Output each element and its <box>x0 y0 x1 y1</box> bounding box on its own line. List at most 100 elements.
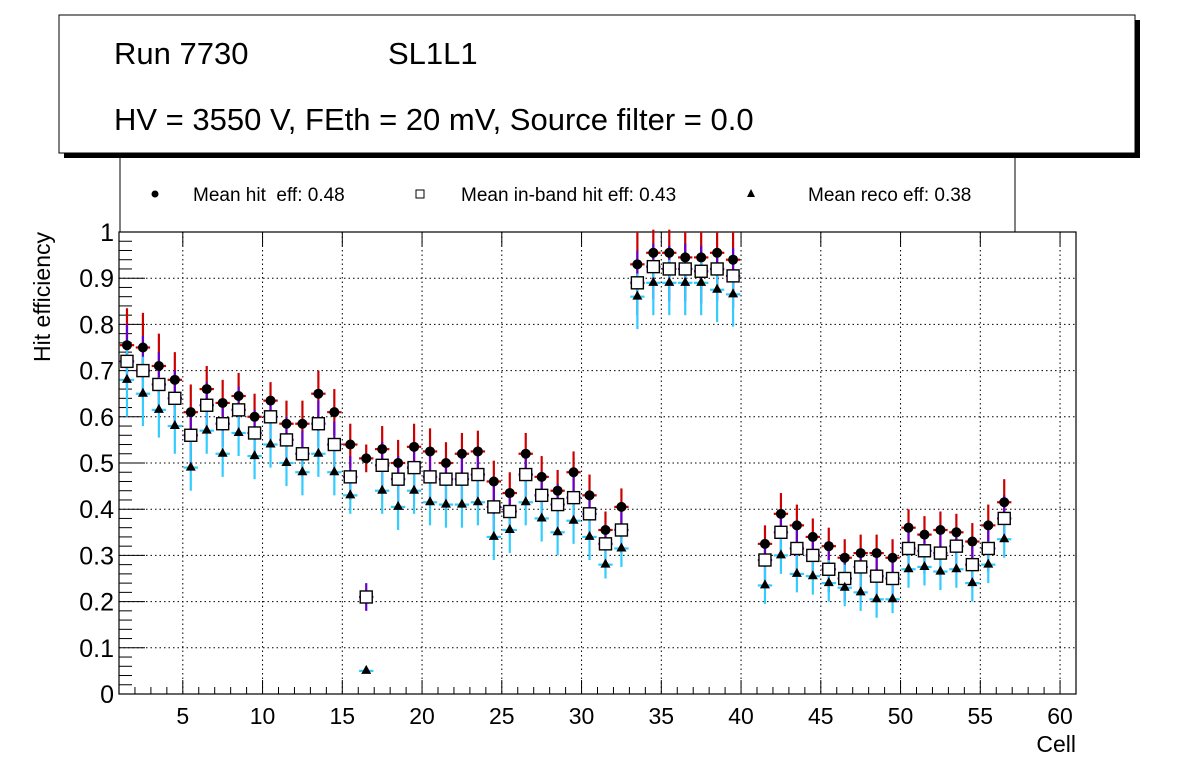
title-conditions: HV = 3550 V, FEth = 20 mV, Source filter… <box>114 102 754 137</box>
data-point-inband <box>885 571 900 586</box>
data-point-hit <box>345 439 356 450</box>
data-point-reco <box>807 570 818 580</box>
data-point-reco <box>696 276 707 286</box>
data-point-hit <box>361 453 372 464</box>
data-point-hit <box>121 340 132 351</box>
data-point-inband <box>487 500 501 514</box>
data-point-inband <box>614 523 629 537</box>
y-tick-label: 0.4 <box>79 496 114 524</box>
x-tick-label: 55 <box>968 703 994 729</box>
data-point-inband <box>200 398 214 412</box>
data-point-hit <box>648 247 659 258</box>
data-point-reco <box>169 420 180 430</box>
data-point-hit <box>201 384 212 395</box>
data-point-hit <box>233 391 244 402</box>
data-point-reco <box>568 514 579 524</box>
data-point-reco <box>664 276 675 286</box>
data-point-hit <box>488 476 499 487</box>
data-point-inband <box>215 417 230 431</box>
data-point-reco <box>137 387 148 397</box>
data-point-inband <box>184 428 198 442</box>
data-point-hit <box>823 541 834 552</box>
data-point-hit <box>967 536 978 547</box>
data-point-reco <box>887 593 898 603</box>
legend-label-reco: Mean reco eff: 0.38 <box>808 185 971 206</box>
data-point-hit <box>329 407 340 418</box>
data-point-reco <box>329 466 340 476</box>
data-point-inband <box>327 437 342 452</box>
data-point-inband <box>295 447 310 461</box>
data-point-reco <box>871 593 882 603</box>
legend-label-inband: Mean in-band hit eff: 0.43 <box>461 185 676 206</box>
title-box <box>58 14 1136 154</box>
data-point-reco <box>488 530 499 540</box>
data-point-inband <box>981 541 995 556</box>
data-point-inband <box>263 410 278 424</box>
data-point-reco <box>201 424 212 434</box>
data-point-inband <box>774 525 788 539</box>
data-point-hit <box>536 471 547 482</box>
data-point-hit <box>632 259 643 270</box>
data-point-inband <box>168 391 182 406</box>
data-point-hit <box>759 538 770 549</box>
data-point-hit <box>393 458 404 468</box>
data-point-reco <box>281 457 292 466</box>
data-point-hit <box>440 458 451 468</box>
data-point-reco <box>584 530 595 540</box>
data-point-inband <box>917 544 932 558</box>
data-point-hit <box>791 520 802 531</box>
data-point-reco <box>121 373 132 383</box>
data-point-hit <box>903 522 914 533</box>
data-point-reco <box>153 403 164 413</box>
data-point-inband <box>853 560 868 574</box>
y-tick-labels: 0 0.1 0.2 0.3 0.4 0.5 0.6 0.7 0.8 0.9 1 <box>79 219 114 709</box>
data-point-inband <box>630 276 645 290</box>
data-point-inband <box>423 470 437 484</box>
data-point-reco <box>967 577 978 587</box>
data-point-inband <box>279 433 294 447</box>
y-tick-label: 0.8 <box>79 311 114 339</box>
x-tick-label: 45 <box>808 703 834 729</box>
x-tick-label: 50 <box>888 703 914 729</box>
y-tick-label: 0.5 <box>79 450 114 478</box>
data-point-reco <box>297 466 308 476</box>
data-point-inband <box>391 472 405 486</box>
data-point-hit <box>680 252 691 263</box>
data-point-inband <box>471 467 485 482</box>
x-tick-label: 15 <box>330 703 356 729</box>
data-point-hit <box>456 448 467 459</box>
data-point-inband <box>806 548 820 563</box>
data-point-inband <box>231 403 246 417</box>
data-point-hit <box>249 411 260 422</box>
data-point-inband <box>758 553 772 567</box>
data-series <box>119 229 1012 674</box>
data-point-hit <box>552 485 563 496</box>
data-point-inband <box>790 541 804 556</box>
markers-hit <box>121 247 1010 563</box>
data-point-hit <box>313 388 324 399</box>
data-point-hit <box>935 524 946 535</box>
legend-marker-triangle <box>747 189 755 197</box>
data-point-hit <box>983 520 994 531</box>
data-point-reco <box>759 579 770 589</box>
y-axis-label: Hit efficiency <box>29 232 55 362</box>
markers-reco <box>121 276 1010 674</box>
data-point-reco <box>361 664 372 674</box>
x-tick-label: 10 <box>250 703 276 729</box>
data-point-reco <box>472 496 483 506</box>
data-point-hit <box>616 501 627 512</box>
data-point-hit <box>472 446 483 457</box>
data-point-hit <box>265 395 276 406</box>
data-point-reco <box>983 558 994 568</box>
data-point-inband <box>152 377 166 392</box>
legend-marker-square <box>415 189 425 199</box>
y-tick-label: 0.7 <box>79 358 114 386</box>
data-point-inband <box>726 269 740 283</box>
data-point-reco <box>728 288 739 298</box>
data-point-hit <box>409 441 420 452</box>
data-point-inband <box>933 546 948 560</box>
data-point-hit <box>425 446 436 457</box>
data-point-inband <box>503 504 517 519</box>
data-point-inband <box>678 262 692 276</box>
x-tick-label: 40 <box>728 703 754 729</box>
